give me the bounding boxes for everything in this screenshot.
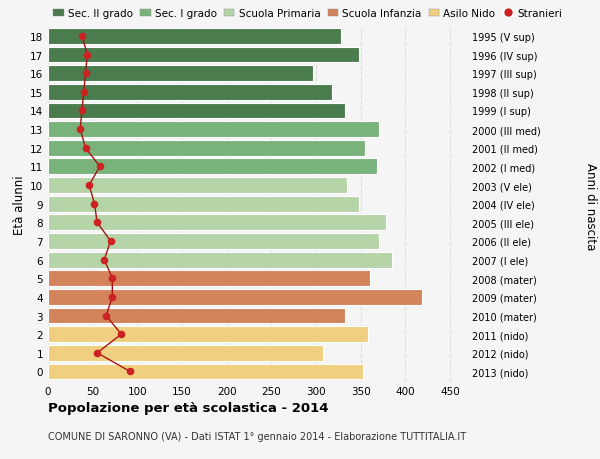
Bar [48,29,341,45]
Point [77,33,87,40]
Bar [48,159,377,175]
Point [83,52,92,59]
Point [89,201,99,208]
Bar [48,364,362,380]
Text: Popolazione per età scolastica - 2014: Popolazione per età scolastica - 2014 [48,402,329,414]
Bar [48,345,323,361]
Text: COMUNE DI SARONNO (VA) - Dati ISTAT 1° gennaio 2014 - Elaborazione TUTTITALIA.IT: COMUNE DI SARONNO (VA) - Dati ISTAT 1° g… [48,431,466,442]
Point [107,294,117,301]
Point [95,163,104,171]
Point [77,107,87,115]
Bar [48,178,347,194]
Bar [48,140,365,157]
Bar [48,103,344,119]
Bar [48,48,359,63]
Bar [48,66,313,82]
Bar [48,85,332,101]
Point [92,219,102,227]
Point [76,126,85,134]
Point [92,349,102,357]
Bar [48,252,392,268]
Bar [48,289,422,305]
Bar [48,326,368,342]
Point [79,89,89,96]
Bar [48,234,379,249]
Bar [48,122,379,138]
Point [125,368,135,375]
Bar [48,196,359,212]
Point [101,312,111,319]
Point [107,275,117,282]
Point [81,145,91,152]
Point [100,257,109,264]
Point [106,238,115,245]
Point [81,70,91,78]
Point [85,182,94,189]
Y-axis label: Età alunni: Età alunni [13,174,26,234]
Text: Anni di nascita: Anni di nascita [584,163,597,250]
Bar [48,271,370,286]
Point [116,331,126,338]
Bar [48,308,344,324]
Legend: Sec. II grado, Sec. I grado, Scuola Primaria, Scuola Infanzia, Asilo Nido, Stran: Sec. II grado, Sec. I grado, Scuola Prim… [53,9,562,19]
Bar [48,215,386,231]
